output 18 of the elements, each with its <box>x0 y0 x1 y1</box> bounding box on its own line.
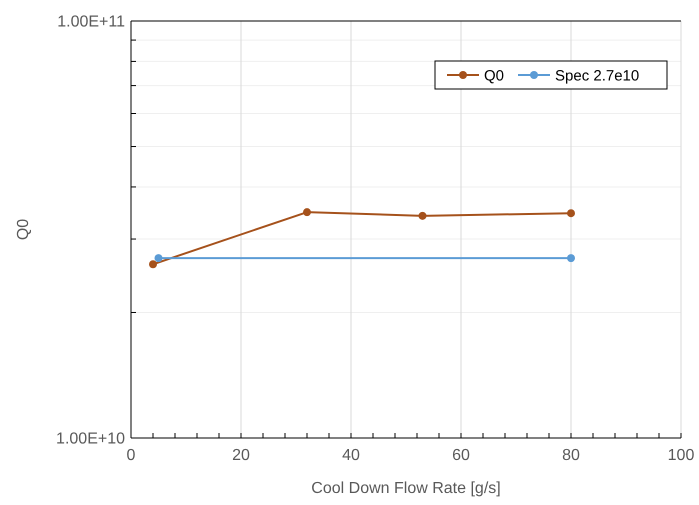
point <box>418 212 426 220</box>
x-tick-label: 80 <box>562 447 580 464</box>
legend-label: Spec 2.7e10 <box>555 67 640 84</box>
x-tick-label: 100 <box>668 447 694 464</box>
y-tick-label: 1.00E+10 <box>56 430 126 448</box>
point <box>567 254 575 262</box>
y-axis-title: Q0 <box>15 218 32 240</box>
point <box>567 209 575 218</box>
legend-label: Q0 <box>484 67 504 84</box>
x-tick-label: 60 <box>452 447 470 464</box>
point <box>303 208 311 216</box>
point <box>149 260 157 268</box>
x-tick-label: 20 <box>232 447 250 464</box>
x-tick-label: 0 <box>126 447 136 464</box>
x-axis-title: Cool Down Flow Rate [g/s] <box>311 480 501 497</box>
point <box>154 254 162 262</box>
x-tick-label: 40 <box>342 447 360 464</box>
y-tick-label: 1.00E+11 <box>57 14 126 31</box>
